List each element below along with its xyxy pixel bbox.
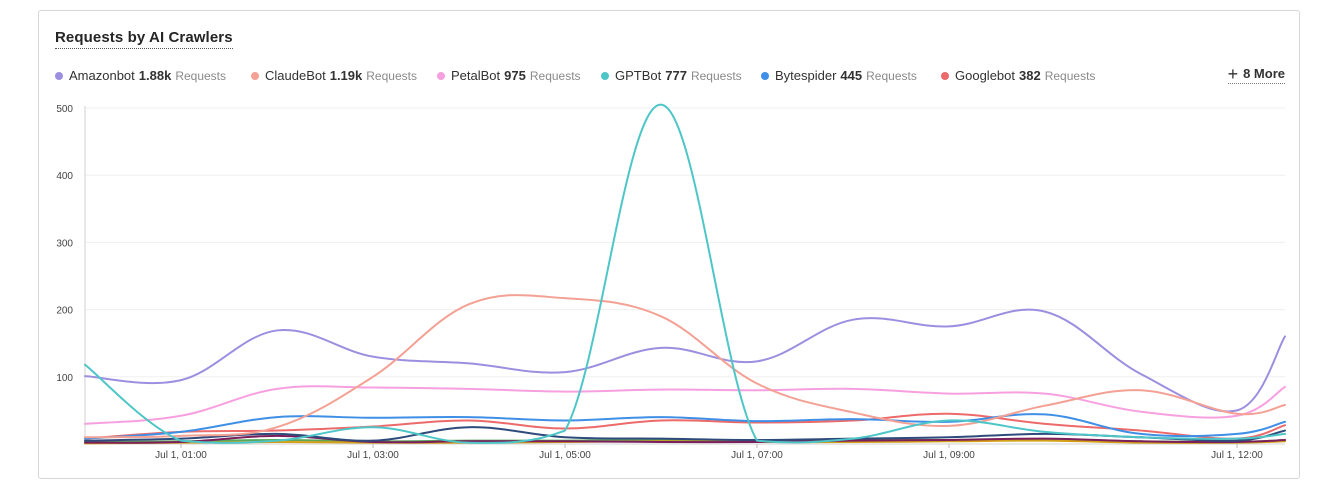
claudebot-color-dot (251, 71, 259, 80)
x-tick-label: Jul 1, 07:00 (731, 450, 783, 461)
petalbot-color-dot (437, 71, 445, 80)
bytespider-line[interactable] (84, 413, 1286, 440)
other-crawler-6-line[interactable] (84, 426, 1286, 442)
legend-label: GPTBot (615, 68, 662, 83)
amazonbot-color-dot (55, 71, 63, 80)
plus-icon: + (1227, 63, 1239, 84)
legend-unit: Requests (690, 68, 742, 83)
petalbot-line[interactable] (84, 385, 1286, 425)
legend-unit: Requests (175, 68, 227, 83)
y-tick-label: 300 (56, 238, 73, 249)
legend-value: 382 (1019, 68, 1041, 83)
legend-item-gptbot[interactable]: GPTBot 777 Requests (601, 68, 742, 83)
chart-title[interactable]: Requests by AI Crawlers (55, 29, 233, 49)
chart-card: Requests by AI Crawlers Amazonbot 1.88k … (38, 10, 1300, 479)
y-tick-label: 400 (56, 171, 73, 182)
legend-unit: Requests (1044, 68, 1096, 83)
x-tick-label: Jul 1, 05:00 (539, 450, 591, 461)
other-crawler-7-line[interactable] (84, 434, 1286, 444)
legend-label: Amazonbot (69, 68, 135, 83)
gptbot-color-dot (601, 71, 609, 80)
legend-item-amazonbot[interactable]: Amazonbot 1.88k Requests (55, 68, 226, 83)
legend-value: 975 (504, 68, 526, 83)
y-tick-label: 100 (56, 373, 73, 384)
legend-item-googlebot[interactable]: Googlebot 382 Requests (941, 68, 1095, 83)
x-tick-label: Jul 1, 12:00 (1211, 450, 1263, 461)
chart-legend: Amazonbot 1.88k Requests ClaudeBot 1.19k… (55, 68, 1285, 88)
legend-value: 1.88k (138, 68, 172, 83)
x-tick-label: Jul 1, 09:00 (923, 450, 975, 461)
legend-item-petalbot[interactable]: PetalBot 975 Requests (437, 68, 581, 83)
bytespider-color-dot (761, 71, 769, 80)
legend-unit: Requests (529, 68, 581, 83)
legend-unit: Requests (866, 68, 917, 83)
legend-label: ClaudeBot (265, 68, 326, 83)
more-series-label: 8 More (1243, 66, 1285, 81)
gptbot-line[interactable] (84, 103, 1286, 444)
legend-item-claudebot[interactable]: ClaudeBot 1.19k Requests (251, 68, 417, 83)
legend-value: 445 (840, 68, 863, 83)
claudebot-line[interactable] (84, 294, 1286, 439)
legend-unit: Requests (366, 68, 417, 83)
y-tick-label: 200 (56, 306, 73, 317)
amazonbot-line[interactable] (84, 308, 1286, 413)
legend-label: Googlebot (955, 68, 1015, 83)
x-tick-label: Jul 1, 03:00 (347, 450, 399, 461)
legend-value: 1.19k (329, 68, 363, 83)
legend-label: PetalBot (451, 68, 501, 83)
y-tick-label: 500 (56, 104, 73, 115)
more-series-button[interactable]: + 8 More (1227, 63, 1285, 84)
x-tick-label: Jul 1, 01:00 (155, 450, 207, 461)
legend-item-bytespider[interactable]: Bytespider 445 Requests (761, 68, 917, 83)
legend-value: 777 (665, 68, 687, 83)
googlebot-color-dot (941, 71, 949, 80)
legend-label: Bytespider (775, 68, 837, 83)
